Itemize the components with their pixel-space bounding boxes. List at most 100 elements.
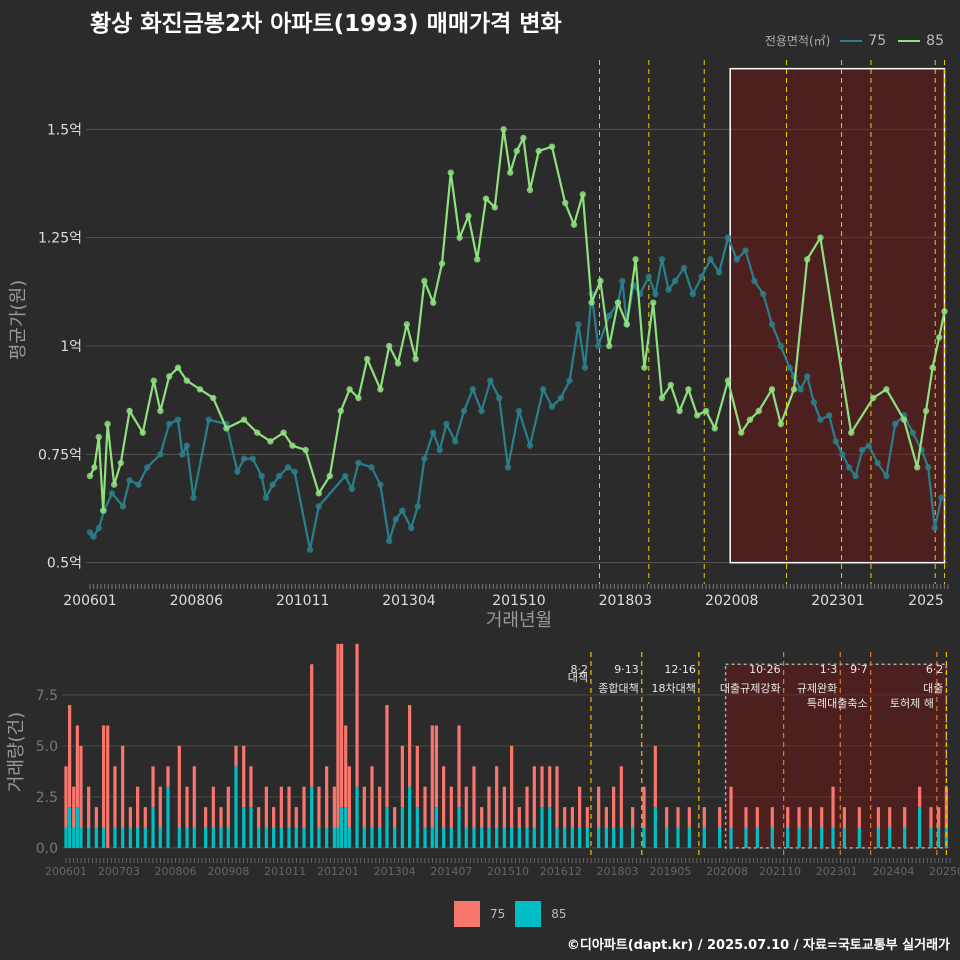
volume-bar-75 [408, 705, 412, 787]
volume-bar-85 [68, 807, 72, 848]
price-point-75 [689, 290, 696, 298]
volume-bar-75 [64, 766, 68, 828]
price-point-75 [672, 277, 679, 285]
volume-bar-85 [166, 786, 170, 848]
policy-date-label: 6·2 [926, 663, 944, 676]
price-point-75 [595, 342, 602, 350]
volume-bar-75 [517, 807, 521, 828]
price-point-75 [205, 416, 212, 423]
price-x-tick-label: 201803 [599, 593, 652, 609]
price-x-tick-label: 202301 [811, 593, 864, 609]
volume-bar-75 [370, 766, 374, 828]
price-point-75 [234, 468, 241, 475]
legend-label-85: 85 [926, 32, 944, 49]
volume-bar-85 [158, 827, 162, 848]
price-point-75 [386, 537, 393, 545]
volume-bar-75 [192, 766, 196, 828]
price-point-85 [513, 147, 520, 155]
volume-x-tick-label: 202008 [706, 865, 748, 878]
volume-bar-85 [75, 807, 79, 848]
volume-bar-85 [597, 827, 601, 848]
volume-bar-75 [718, 807, 722, 828]
volume-bar-75 [143, 807, 147, 828]
volume-bar-85 [79, 827, 83, 848]
price-point-85 [117, 459, 125, 467]
volume-bar-75 [434, 725, 438, 808]
volume-bar-75 [612, 786, 616, 828]
price-point-75 [183, 442, 190, 449]
price-point-75 [469, 386, 476, 393]
price-point-75 [707, 256, 714, 263]
legend-swatch-75 [840, 39, 863, 42]
price-point-75 [777, 342, 784, 350]
volume-bar-85 [185, 827, 189, 848]
volume-bar-75 [842, 807, 846, 828]
volume-bar-75 [294, 807, 298, 828]
price-point-85 [614, 299, 622, 306]
volume-bar-75 [797, 807, 801, 828]
price-point-85 [535, 147, 542, 155]
policy-name-label: 18차대책 [651, 682, 695, 695]
price-point-85 [570, 221, 578, 228]
price-point-75 [291, 468, 298, 475]
volume-bar-75 [820, 807, 824, 828]
volume-bar-85 [347, 827, 351, 848]
price-point-85 [922, 407, 930, 415]
price-point-75 [108, 490, 116, 497]
volume-y-tick-label: 5.0 [36, 739, 58, 755]
volume-bar-85 [653, 807, 657, 848]
price-point-85 [223, 425, 230, 432]
price-point-75 [768, 321, 776, 328]
price-point-75 [135, 481, 142, 488]
price-point-85 [86, 472, 94, 480]
price-point-75 [504, 464, 512, 471]
price-point-75 [852, 472, 859, 480]
volume-bar-85 [249, 807, 253, 848]
price-point-75 [566, 377, 573, 384]
price-point-75 [258, 472, 265, 480]
price-point-75 [619, 277, 626, 285]
price-point-85 [166, 373, 173, 380]
price-y-tick-label: 0.75억 [38, 447, 82, 463]
volume-bar-75 [310, 664, 314, 787]
volume-bar-75 [495, 766, 499, 828]
price-point-75 [478, 407, 485, 415]
volume-bar-85 [510, 827, 514, 848]
volume-bar-75 [653, 745, 657, 808]
volume-bar-75 [242, 745, 246, 808]
volume-bar-75 [385, 705, 389, 808]
volume-bar-85 [842, 827, 846, 848]
volume-bar-75 [158, 786, 162, 828]
price-point-85 [738, 429, 745, 436]
volume-bar-75 [604, 807, 608, 828]
volume-bar-75 [786, 807, 790, 828]
volume-bar-85 [929, 827, 933, 848]
volume-x-tick-label: 201510 [487, 865, 529, 878]
price-point-85 [900, 416, 908, 423]
volume-bar-85 [944, 827, 948, 848]
bar-legend-swatch-75 [454, 901, 480, 927]
source-footer: ©디아파트(dapt.kr) / 2025.07.10 / 자료=국토교통부 실… [566, 938, 950, 953]
price-point-85 [702, 407, 710, 415]
volume-bar-85 [423, 827, 427, 848]
volume-bar-75 [480, 807, 484, 828]
bar-legend: 75 85 [454, 901, 567, 927]
volume-x-tick-label: 200908 [207, 865, 249, 878]
volume-bar-85 [585, 827, 589, 848]
price-x-axis-label: 거래년월 [486, 610, 552, 631]
volume-bar-85 [204, 827, 208, 848]
volume-bar-85 [113, 827, 117, 848]
price-y-tick-label: 1.25억 [38, 231, 82, 247]
bar-legend-label-85: 85 [551, 907, 567, 921]
policy-date-label: 9·13 [614, 663, 639, 676]
volume-bar-85 [570, 827, 574, 848]
price-point-85 [500, 126, 507, 133]
volume-bar-85 [219, 827, 223, 848]
volume-bar-75 [532, 766, 536, 828]
price-point-85 [870, 394, 877, 402]
volume-bar-75 [219, 807, 223, 828]
volume-bar-85 [831, 827, 835, 848]
volume-bar-85 [687, 827, 691, 848]
price-point-85 [623, 321, 630, 328]
price-point-85 [685, 386, 692, 393]
